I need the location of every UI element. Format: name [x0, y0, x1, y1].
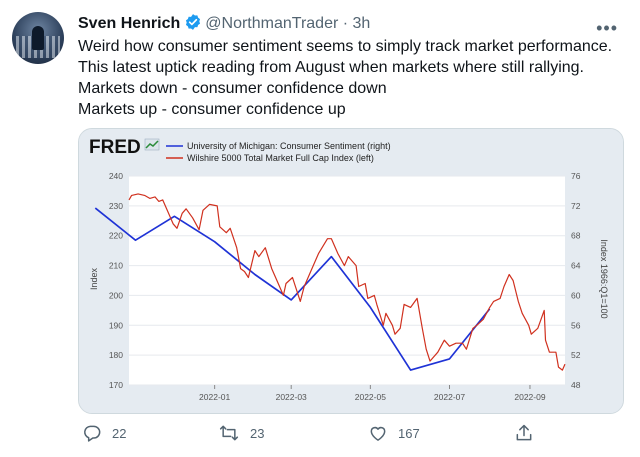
legend-label-sentiment: University of Michigan: Consumer Sentime…: [187, 141, 391, 151]
tweet-line: This latest uptick reading from August w…: [78, 59, 584, 76]
like-button[interactable]: 167: [368, 423, 420, 443]
x-tick-label: 2022-03: [276, 392, 307, 402]
series-line-sentiment: [94, 207, 491, 371]
y-left-tick-label: 210: [109, 261, 123, 271]
tweet-line: Markets up - consumer confidence up: [78, 101, 346, 118]
tweet-header: Sven Henrich @NorthmanTrader · 3h: [78, 13, 370, 36]
fred-logo: FRED: [89, 137, 141, 158]
tweet-line: Markets down - consumer confidence down: [78, 80, 387, 97]
y-right-tick-label: 56: [571, 320, 581, 330]
author-handle[interactable]: @NorthmanTrader: [205, 15, 339, 32]
author-name[interactable]: Sven Henrich: [78, 15, 181, 32]
y-left-tick-label: 190: [109, 320, 123, 330]
x-tick-label: 2022-05: [355, 392, 386, 402]
y-right-tick-label: 64: [571, 261, 581, 271]
plot-area: [129, 176, 565, 385]
header-separator: ·: [342, 15, 349, 32]
verified-badge-icon: [184, 13, 202, 36]
reply-count: 22: [112, 425, 127, 441]
author-avatar[interactable]: [12, 12, 64, 64]
y-axis-right-label: Index 1966:Q1=100: [599, 239, 609, 318]
y-left-tick-label: 180: [109, 350, 123, 360]
y-left-tick-label: 170: [109, 380, 123, 390]
y-axis-left-label: Index: [89, 267, 99, 290]
y-right-tick-label: 48: [571, 380, 581, 390]
like-icon: [368, 423, 388, 443]
series-line-wilshire: [128, 193, 566, 371]
retweet-button[interactable]: 23: [218, 423, 264, 443]
more-options-icon[interactable]: •••: [596, 18, 618, 38]
avatar-figure: [32, 26, 44, 50]
legend-label-wilshire: Wilshire 5000 Total Market Full Cap Inde…: [187, 153, 374, 163]
fred-chart: FRED University of Michigan: Consumer Se…: [79, 129, 623, 413]
y-left-tick-label: 240: [109, 171, 123, 181]
fred-logo-icon: [144, 138, 160, 151]
y-right-tick-label: 52: [571, 350, 581, 360]
share-icon: [514, 423, 534, 443]
reply-button[interactable]: 22: [82, 423, 126, 443]
retweet-count: 23: [250, 425, 265, 441]
y-right-tick-label: 68: [571, 231, 581, 241]
x-tick-label: 2022-01: [199, 392, 230, 402]
y-right-tick-label: 76: [571, 171, 581, 181]
y-left-tick-label: 200: [109, 290, 123, 300]
y-right-tick-label: 72: [571, 201, 581, 211]
tweet-actions: 22 23 167: [78, 423, 548, 447]
tweet-text: Weird how consumer sentiment seems to si…: [78, 36, 628, 120]
tweet-line: Weird how consumer sentiment seems to si…: [78, 38, 613, 55]
retweet-icon: [218, 423, 240, 443]
y-left-tick-label: 220: [109, 231, 123, 241]
x-tick-label: 2022-09: [514, 392, 545, 402]
y-right-tick-label: 60: [571, 290, 581, 300]
media-card[interactable]: FRED University of Michigan: Consumer Se…: [78, 128, 624, 414]
tweet-timestamp[interactable]: 3h: [352, 15, 371, 32]
y-left-tick-label: 230: [109, 201, 123, 211]
like-count: 167: [398, 425, 420, 441]
reply-icon: [82, 423, 102, 443]
x-tick-label: 2022-07: [434, 392, 465, 402]
share-button[interactable]: [514, 423, 534, 443]
